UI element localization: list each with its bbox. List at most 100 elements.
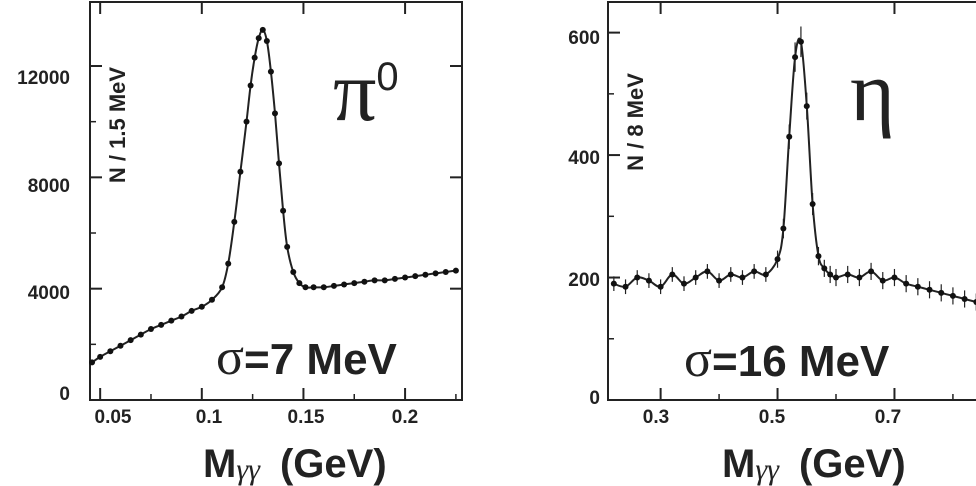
eta-data-point-0 <box>610 280 617 287</box>
pi0-tick-label-y1: 4000 <box>28 283 70 304</box>
pi0-data-point-24 <box>271 110 278 117</box>
eta-data-point-27 <box>868 268 875 275</box>
pi0-data-point-32 <box>320 284 327 291</box>
pi0-data-point-39 <box>391 275 398 282</box>
pi0-data-point-44 <box>442 268 449 275</box>
eta-data-point-32 <box>926 286 933 293</box>
pi0-y-axis-label: N / 1.5 MeV <box>105 67 130 183</box>
pi0-panel: 0 4000 8000 12000 0.05 0.1 0.15 0.2 N / … <box>17 1 463 486</box>
pi0-data-point-12 <box>208 296 215 303</box>
pi0-particle-symbol: π <box>333 43 376 139</box>
pi0-data-point-33 <box>330 282 337 289</box>
eta-data-point-3 <box>645 277 652 284</box>
eta-xlabel-unit: (GeV) <box>799 442 906 486</box>
eta-data-point-31 <box>914 283 921 290</box>
eta-data-point-5 <box>669 271 676 278</box>
pi0-data-point-31 <box>310 284 317 291</box>
pi0-data-point-29 <box>296 280 303 287</box>
eta-data-point-8 <box>704 268 711 275</box>
pi0-data-point-17 <box>243 118 250 125</box>
pi0-data-point-20 <box>255 35 262 42</box>
eta-data-point-29 <box>891 274 898 281</box>
pi0-data-point-30 <box>302 284 309 291</box>
pi0-data-point-28 <box>290 268 297 275</box>
pi0-data-point-45 <box>452 267 459 274</box>
eta-data-point-9 <box>716 277 723 284</box>
pi0-data-point-27 <box>284 243 291 250</box>
pi0-tick-label-x1: 0.1 <box>196 407 223 428</box>
eta-x-axis-label: Mγγ (GeV) <box>722 442 906 486</box>
eta-data-point-4 <box>657 283 664 290</box>
pi0-data-point-35 <box>351 280 358 287</box>
eta-data-point-19 <box>803 103 810 110</box>
pi0-x-axis-label: Mγγ (GeV) <box>203 442 387 486</box>
pi0-data-point-21 <box>259 26 266 33</box>
eta-data-point-11 <box>739 274 746 281</box>
pi0-tick-label-x3: 0.2 <box>392 407 418 428</box>
pi0-data-point-6 <box>147 326 154 333</box>
pi0-xlabel-unit: (GeV) <box>280 442 387 486</box>
eta-data-point-15 <box>780 225 787 232</box>
eta-data-point-13 <box>762 271 769 278</box>
eta-y-axis-label: N / 8 MeV <box>623 73 648 171</box>
pi0-data-point-5 <box>137 331 144 338</box>
eta-data-point-20 <box>809 201 816 208</box>
eta-tick-label-y0: 0 <box>589 388 600 409</box>
eta-data-point-28 <box>879 277 886 284</box>
pi0-tick-label-x0: 0.05 <box>95 407 132 428</box>
eta-xlabel-subscript: γγ <box>755 453 780 486</box>
eta-data-point-21 <box>815 253 822 260</box>
pi0-data-point-13 <box>219 284 226 291</box>
eta-data-marks <box>610 26 976 311</box>
eta-data-point-34 <box>949 292 956 299</box>
pi0-data-point-40 <box>402 274 409 281</box>
eta-tick-label-x2: 0.7 <box>875 407 901 428</box>
pi0-data-point-22 <box>263 37 270 44</box>
pi0-data-point-9 <box>178 313 185 320</box>
eta-data-point-26 <box>856 274 863 281</box>
pi0-data-point-7 <box>158 321 165 328</box>
pi0-fit-curve <box>91 28 457 364</box>
eta-data-point-23 <box>827 271 834 278</box>
pi0-axis-ticks <box>90 2 462 401</box>
pi0-data-point-11 <box>198 303 205 310</box>
eta-sigma-value: =16 MeV <box>712 337 890 386</box>
pi0-data-point-37 <box>371 277 378 284</box>
eta-data-point-14 <box>774 256 781 263</box>
pi0-resolution-label: σ=7 MeV <box>216 329 398 386</box>
pi0-data-point-15 <box>231 218 238 225</box>
eta-data-point-22 <box>821 265 828 272</box>
pi0-data-point-26 <box>280 207 287 214</box>
eta-data-point-36 <box>973 299 976 306</box>
pi0-data-point-0 <box>89 359 96 366</box>
pi0-data-point-23 <box>267 68 274 75</box>
eta-tick-label-y2: 400 <box>568 148 600 169</box>
eta-tick-label-y1: 200 <box>568 270 600 291</box>
eta-data-point-35 <box>961 295 968 302</box>
eta-data-point-10 <box>727 271 734 278</box>
eta-data-point-16 <box>786 133 793 140</box>
eta-data-point-30 <box>903 280 910 287</box>
eta-data-point-17 <box>792 54 799 61</box>
pi0-data-point-10 <box>188 307 195 314</box>
eta-sigma-symbol: σ <box>684 331 712 388</box>
pi0-data-point-42 <box>422 271 429 278</box>
eta-tick-label-y3: 600 <box>568 28 600 49</box>
pi0-data-point-3 <box>117 342 124 349</box>
pi0-data-point-4 <box>127 337 134 344</box>
pi0-plot-frame <box>89 1 463 401</box>
pi0-data-marks <box>89 26 459 366</box>
eta-tick-label-x1: 0.5 <box>759 407 786 428</box>
pi0-data-point-25 <box>276 160 283 167</box>
eta-data-point-7 <box>692 274 699 281</box>
pi0-data-point-16 <box>237 168 244 175</box>
eta-axis-ticks <box>608 2 954 401</box>
eta-resolution-label: σ=16 MeV <box>684 331 890 388</box>
pi0-tick-label-x2: 0.15 <box>288 407 325 428</box>
eta-data-point-6 <box>681 280 687 287</box>
eta-data-point-1 <box>622 283 629 290</box>
eta-data-point-2 <box>634 274 641 281</box>
pi0-data-point-14 <box>225 260 232 267</box>
pi0-sigma-value: =7 MeV <box>244 335 398 384</box>
pi0-data-point-2 <box>107 348 114 355</box>
